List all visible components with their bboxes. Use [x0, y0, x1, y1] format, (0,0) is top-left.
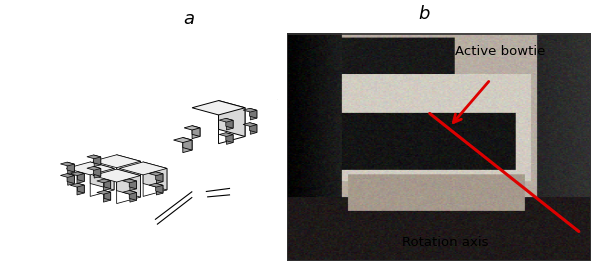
Polygon shape: [94, 157, 101, 167]
Polygon shape: [149, 183, 163, 187]
Polygon shape: [143, 168, 167, 197]
Polygon shape: [251, 125, 257, 134]
Polygon shape: [93, 169, 141, 182]
Polygon shape: [313, 101, 334, 107]
Polygon shape: [219, 133, 233, 137]
Polygon shape: [323, 104, 334, 118]
Polygon shape: [70, 183, 85, 187]
Polygon shape: [103, 192, 111, 202]
Bar: [287, 34, 591, 261]
Polygon shape: [243, 108, 257, 112]
Polygon shape: [226, 135, 233, 144]
Polygon shape: [116, 155, 141, 183]
Polygon shape: [103, 181, 111, 191]
Polygon shape: [157, 185, 163, 195]
Polygon shape: [337, 107, 343, 115]
Polygon shape: [90, 168, 114, 197]
Polygon shape: [87, 167, 101, 170]
Polygon shape: [219, 100, 245, 137]
Polygon shape: [93, 155, 141, 168]
Polygon shape: [67, 174, 74, 183]
Polygon shape: [130, 181, 137, 191]
Polygon shape: [77, 172, 85, 181]
Polygon shape: [219, 108, 245, 144]
Polygon shape: [60, 162, 74, 166]
Polygon shape: [130, 192, 137, 202]
Polygon shape: [155, 183, 163, 193]
Polygon shape: [66, 162, 114, 175]
Polygon shape: [149, 172, 163, 176]
Text: b: b: [418, 5, 429, 23]
Polygon shape: [116, 161, 141, 189]
Polygon shape: [183, 138, 192, 150]
Polygon shape: [93, 155, 101, 165]
Polygon shape: [192, 126, 200, 137]
Polygon shape: [77, 185, 85, 195]
Polygon shape: [155, 172, 163, 182]
Polygon shape: [116, 169, 141, 197]
Polygon shape: [297, 99, 315, 125]
Polygon shape: [157, 174, 163, 183]
Polygon shape: [243, 123, 257, 126]
Polygon shape: [297, 94, 315, 120]
Polygon shape: [122, 179, 137, 183]
Text: Rotation axis: Rotation axis: [402, 235, 488, 248]
Polygon shape: [219, 118, 233, 122]
Polygon shape: [77, 174, 85, 183]
Polygon shape: [129, 191, 137, 200]
Polygon shape: [77, 183, 85, 193]
Polygon shape: [192, 100, 245, 115]
Polygon shape: [70, 172, 85, 176]
Polygon shape: [60, 174, 74, 177]
Polygon shape: [331, 105, 343, 109]
Polygon shape: [94, 168, 101, 178]
Polygon shape: [104, 191, 111, 200]
Text: Active bowtie: Active bowtie: [454, 45, 545, 58]
Polygon shape: [97, 179, 111, 183]
Polygon shape: [249, 123, 257, 133]
Polygon shape: [226, 118, 233, 128]
Polygon shape: [68, 176, 74, 185]
Polygon shape: [251, 110, 257, 120]
Polygon shape: [323, 101, 334, 115]
Polygon shape: [87, 155, 101, 159]
Polygon shape: [90, 162, 114, 190]
Polygon shape: [116, 176, 141, 204]
Polygon shape: [226, 133, 233, 143]
Polygon shape: [174, 138, 192, 143]
Polygon shape: [119, 162, 167, 175]
Polygon shape: [337, 105, 343, 113]
Polygon shape: [67, 162, 74, 172]
Polygon shape: [278, 94, 315, 104]
Polygon shape: [192, 128, 200, 139]
Polygon shape: [143, 162, 167, 190]
Polygon shape: [183, 140, 192, 153]
Polygon shape: [226, 120, 233, 130]
Polygon shape: [104, 179, 111, 189]
Polygon shape: [129, 179, 137, 189]
Polygon shape: [249, 108, 257, 118]
Polygon shape: [184, 126, 200, 130]
Polygon shape: [122, 191, 137, 194]
Text: a: a: [183, 10, 194, 28]
Polygon shape: [93, 167, 101, 176]
Polygon shape: [97, 191, 111, 194]
Polygon shape: [68, 164, 74, 174]
